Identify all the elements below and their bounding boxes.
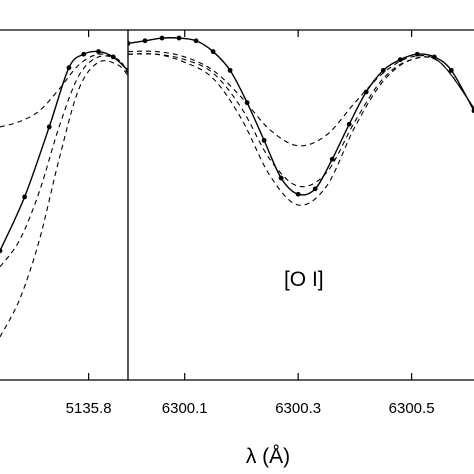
observed-data-point-1-14: [363, 89, 369, 95]
model-profile-dashed-line-1-2: [128, 53, 474, 188]
observed-data-point-1-5: [210, 49, 216, 54]
model-profile-dashed-line-0-2: [0, 55, 128, 268]
observed-data-point-1-9: [278, 175, 284, 181]
observed-data-point-1-0: [128, 41, 131, 46]
observed-data-point-1-7: [244, 100, 250, 106]
oi-line-annotation: [O I]: [284, 268, 324, 291]
observed-data-point-0-2: [46, 124, 52, 130]
right-panel-ticks: 6300.1 6300.3 6300.5: [162, 30, 435, 417]
observed-data-point-1-2: [159, 35, 165, 41]
observed-data-point-1-3: [176, 35, 182, 41]
left-panel-curves: [0, 49, 128, 338]
observed-data-point-1-20: [471, 108, 474, 114]
model-profile-dashed-line-0-3: [0, 60, 128, 338]
x-tick-label: 6300.1: [162, 400, 208, 417]
observed-data-point-1-12: [329, 156, 335, 162]
x-tick-label: 6300.5: [389, 400, 435, 417]
observed-data-point-1-10: [295, 191, 301, 197]
observed-data-point-1-15: [380, 67, 386, 73]
left-panel: 5135.8: [0, 29, 128, 417]
x-axis-title: λ (Å): [246, 445, 290, 468]
right-panel-curves: [128, 35, 474, 206]
observed-data-point-0-3: [66, 65, 72, 71]
observed-data-point-1-13: [346, 121, 352, 127]
observed-data-point-1-1: [142, 38, 148, 44]
x-tick-label: 5135.8: [66, 400, 112, 417]
observed-data-point-1-17: [414, 51, 420, 57]
observed-profile-line-0-0: [0, 50, 128, 252]
observed-data-point-1-18: [431, 54, 437, 60]
observed-profile-line-1-0: [128, 37, 474, 196]
right-panel: 6300.1 6300.3 6300.5 [O I]: [128, 29, 474, 417]
observed-data-point-1-19: [448, 67, 454, 73]
observed-data-point-0-1: [22, 194, 28, 200]
left-panel-ticks: 5135.8: [66, 30, 112, 417]
model-profile-dashed-line-1-1: [128, 50, 474, 147]
observed-data-point-0-4: [81, 51, 87, 57]
observed-data-point-1-4: [193, 38, 199, 44]
model-profile-dashed-line-0-1: [0, 53, 128, 128]
model-profile-dashed-line-1-3: [128, 53, 474, 206]
observed-data-point-1-11: [312, 186, 318, 192]
observed-data-point-0-5: [96, 49, 101, 54]
observed-data-point-1-8: [261, 137, 267, 143]
observed-data-point-1-16: [397, 57, 403, 63]
x-tick-label: 6300.3: [275, 400, 321, 417]
observed-data-point-0-0: [0, 248, 3, 254]
observed-data-point-1-6: [227, 67, 233, 73]
